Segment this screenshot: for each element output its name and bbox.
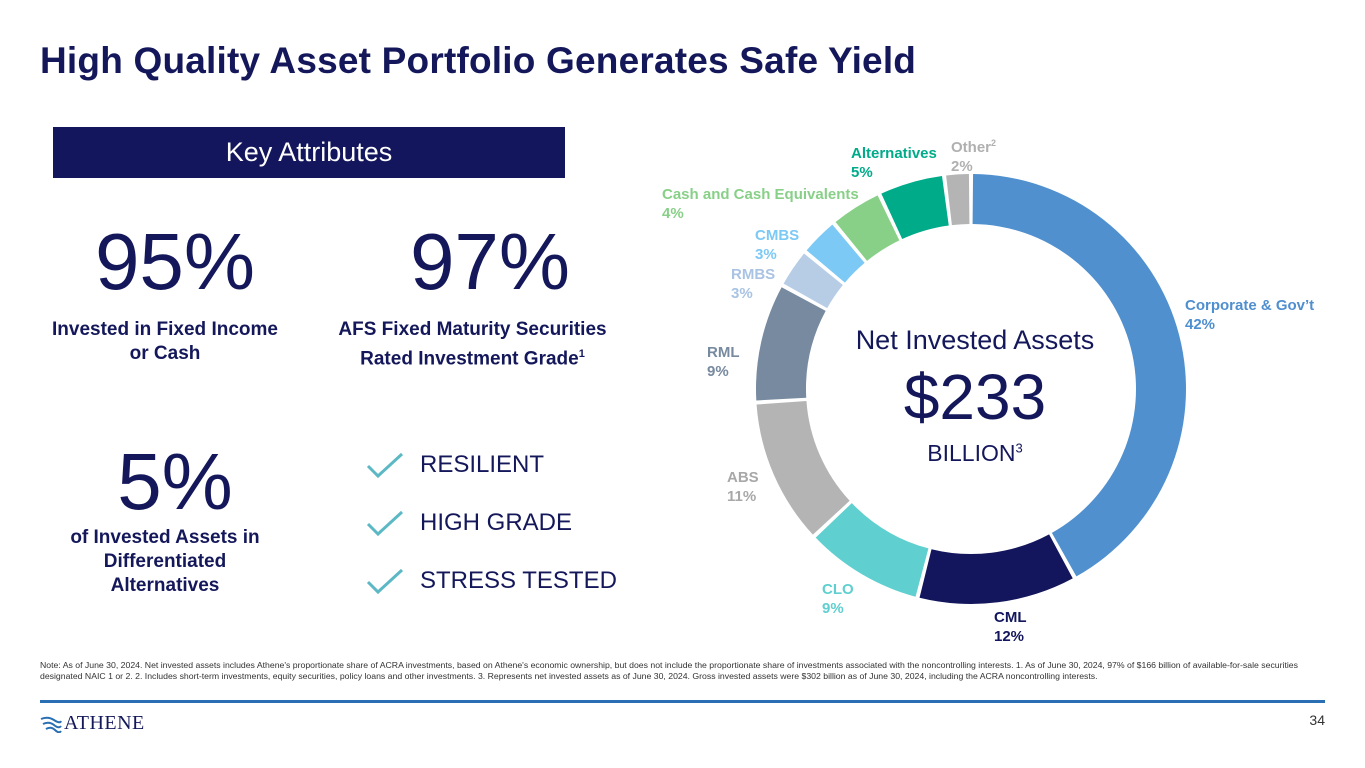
checkmark-icon [366,568,404,595]
slice-label-value: 2% [951,158,973,175]
slice-label: CMBS 3% [755,226,799,264]
caption-line: of Invested Assets in [70,527,260,548]
caption-line: Rated Investment Grade [360,348,579,370]
slice-label-value: 5% [851,164,873,181]
donut-center-title: Net Invested Assets [855,325,1095,355]
slice-label-name: Alternatives [851,145,937,162]
slice-label-name: ABS [727,469,759,486]
athene-logo: ATHENE [40,712,145,735]
footer-divider [40,700,1325,703]
page-title: High Quality Asset Portfolio Generates S… [40,40,917,81]
checkmark-icon [366,510,404,537]
slice-label-value: 9% [822,600,844,617]
caption-line: or Cash [129,343,201,364]
stat-fixed-income-value: 95% [94,217,256,306]
donut-slice-other [946,174,970,226]
donut-center-value: $233 [903,361,1047,433]
slice-label-value: 12% [994,628,1025,645]
donut-slice-clo [815,503,929,597]
caption-line: AFS Fixed Maturity Securities [338,319,607,340]
slice-label-value: 4% [662,205,684,222]
stat-alternatives-value: 5% [117,437,233,526]
caption-line: Alternatives [110,575,220,596]
slice-label-name: Other2 [951,138,997,156]
athene-wave-icon [40,716,62,733]
check-label: HIGH GRADE [420,509,573,536]
slice-label: Cash and Cash Equivalents 4% [662,185,859,223]
slice-label-name: Corporate & Gov’t [1185,297,1315,314]
check-item-stress-tested: STRESS TESTED [366,566,617,596]
check-item-resilient: RESILIENT [366,450,544,480]
slice-label-name: CLO [822,581,854,598]
donut-center-unit: BILLION3 [840,440,1110,467]
donut-slice-rmbs [783,253,843,309]
slice-label: RMBS 3% [731,265,775,303]
donut-slice-cmbs [806,224,865,283]
slice-label-name: RMBS [731,266,776,283]
caption-line: Invested in Fixed Income [52,319,278,340]
slice-label-name: Cash and Cash Equivalents [662,186,859,203]
slice-label-name: CMBS [755,227,800,244]
slice-label-value: 11% [727,488,757,505]
check-label: RESILIENT [420,451,545,478]
checkmark-icon [366,452,404,479]
slice-label: Alternatives 5% [851,144,937,182]
slice-label-name: RML [707,344,740,361]
slice-label: Other2 2% [951,134,996,176]
donut-slice-cash-and-cash-equivalents [835,195,900,261]
slice-label-value: 3% [755,246,777,263]
footnote-marker: 1 [578,348,585,360]
caption-line: Differentiated [103,551,227,572]
slice-label-value: 42% [1185,316,1216,333]
slice-label: CML 12% [994,608,1027,646]
stat-alternatives-caption: of Invested Assets in Differentiated Alt… [20,526,310,598]
check-item-high-grade: HIGH GRADE [366,508,572,538]
donut-slice-corporate-gov-t [972,174,1186,577]
unit-text: BILLION [927,440,1016,466]
slice-label-name: CML [994,609,1027,626]
page-number: 34 [1309,712,1325,728]
footnote-marker: 3 [1015,440,1023,456]
donut-slice-rml [756,287,826,401]
slice-label: CLO 9% [822,580,854,618]
slice-label: ABS 11% [727,468,759,506]
slice-label-value: 3% [731,285,753,302]
slice-label-value: 9% [707,363,729,380]
stat-fixed-income-caption: Invested in Fixed Income or Cash [20,318,310,366]
slice-label: RML 9% [707,343,740,381]
slice-label: Corporate & Gov’t 42% [1185,296,1314,334]
donut-slice-cml [919,534,1073,604]
logo-text: ATHENE [64,712,145,734]
donut-slice-alternatives [881,175,949,240]
check-label: STRESS TESTED [420,567,617,594]
stat-investment-grade-value: 97% [409,217,571,306]
footnote-marker: 2 [991,138,997,148]
donut-slice-abs [756,400,850,535]
key-attributes-banner: Key Attributes [53,127,565,178]
footnote-text: Note: As of June 30, 2024. Net invested … [40,660,1298,681]
stat-investment-grade-caption: AFS Fixed Maturity Securities Rated Inve… [310,318,635,371]
